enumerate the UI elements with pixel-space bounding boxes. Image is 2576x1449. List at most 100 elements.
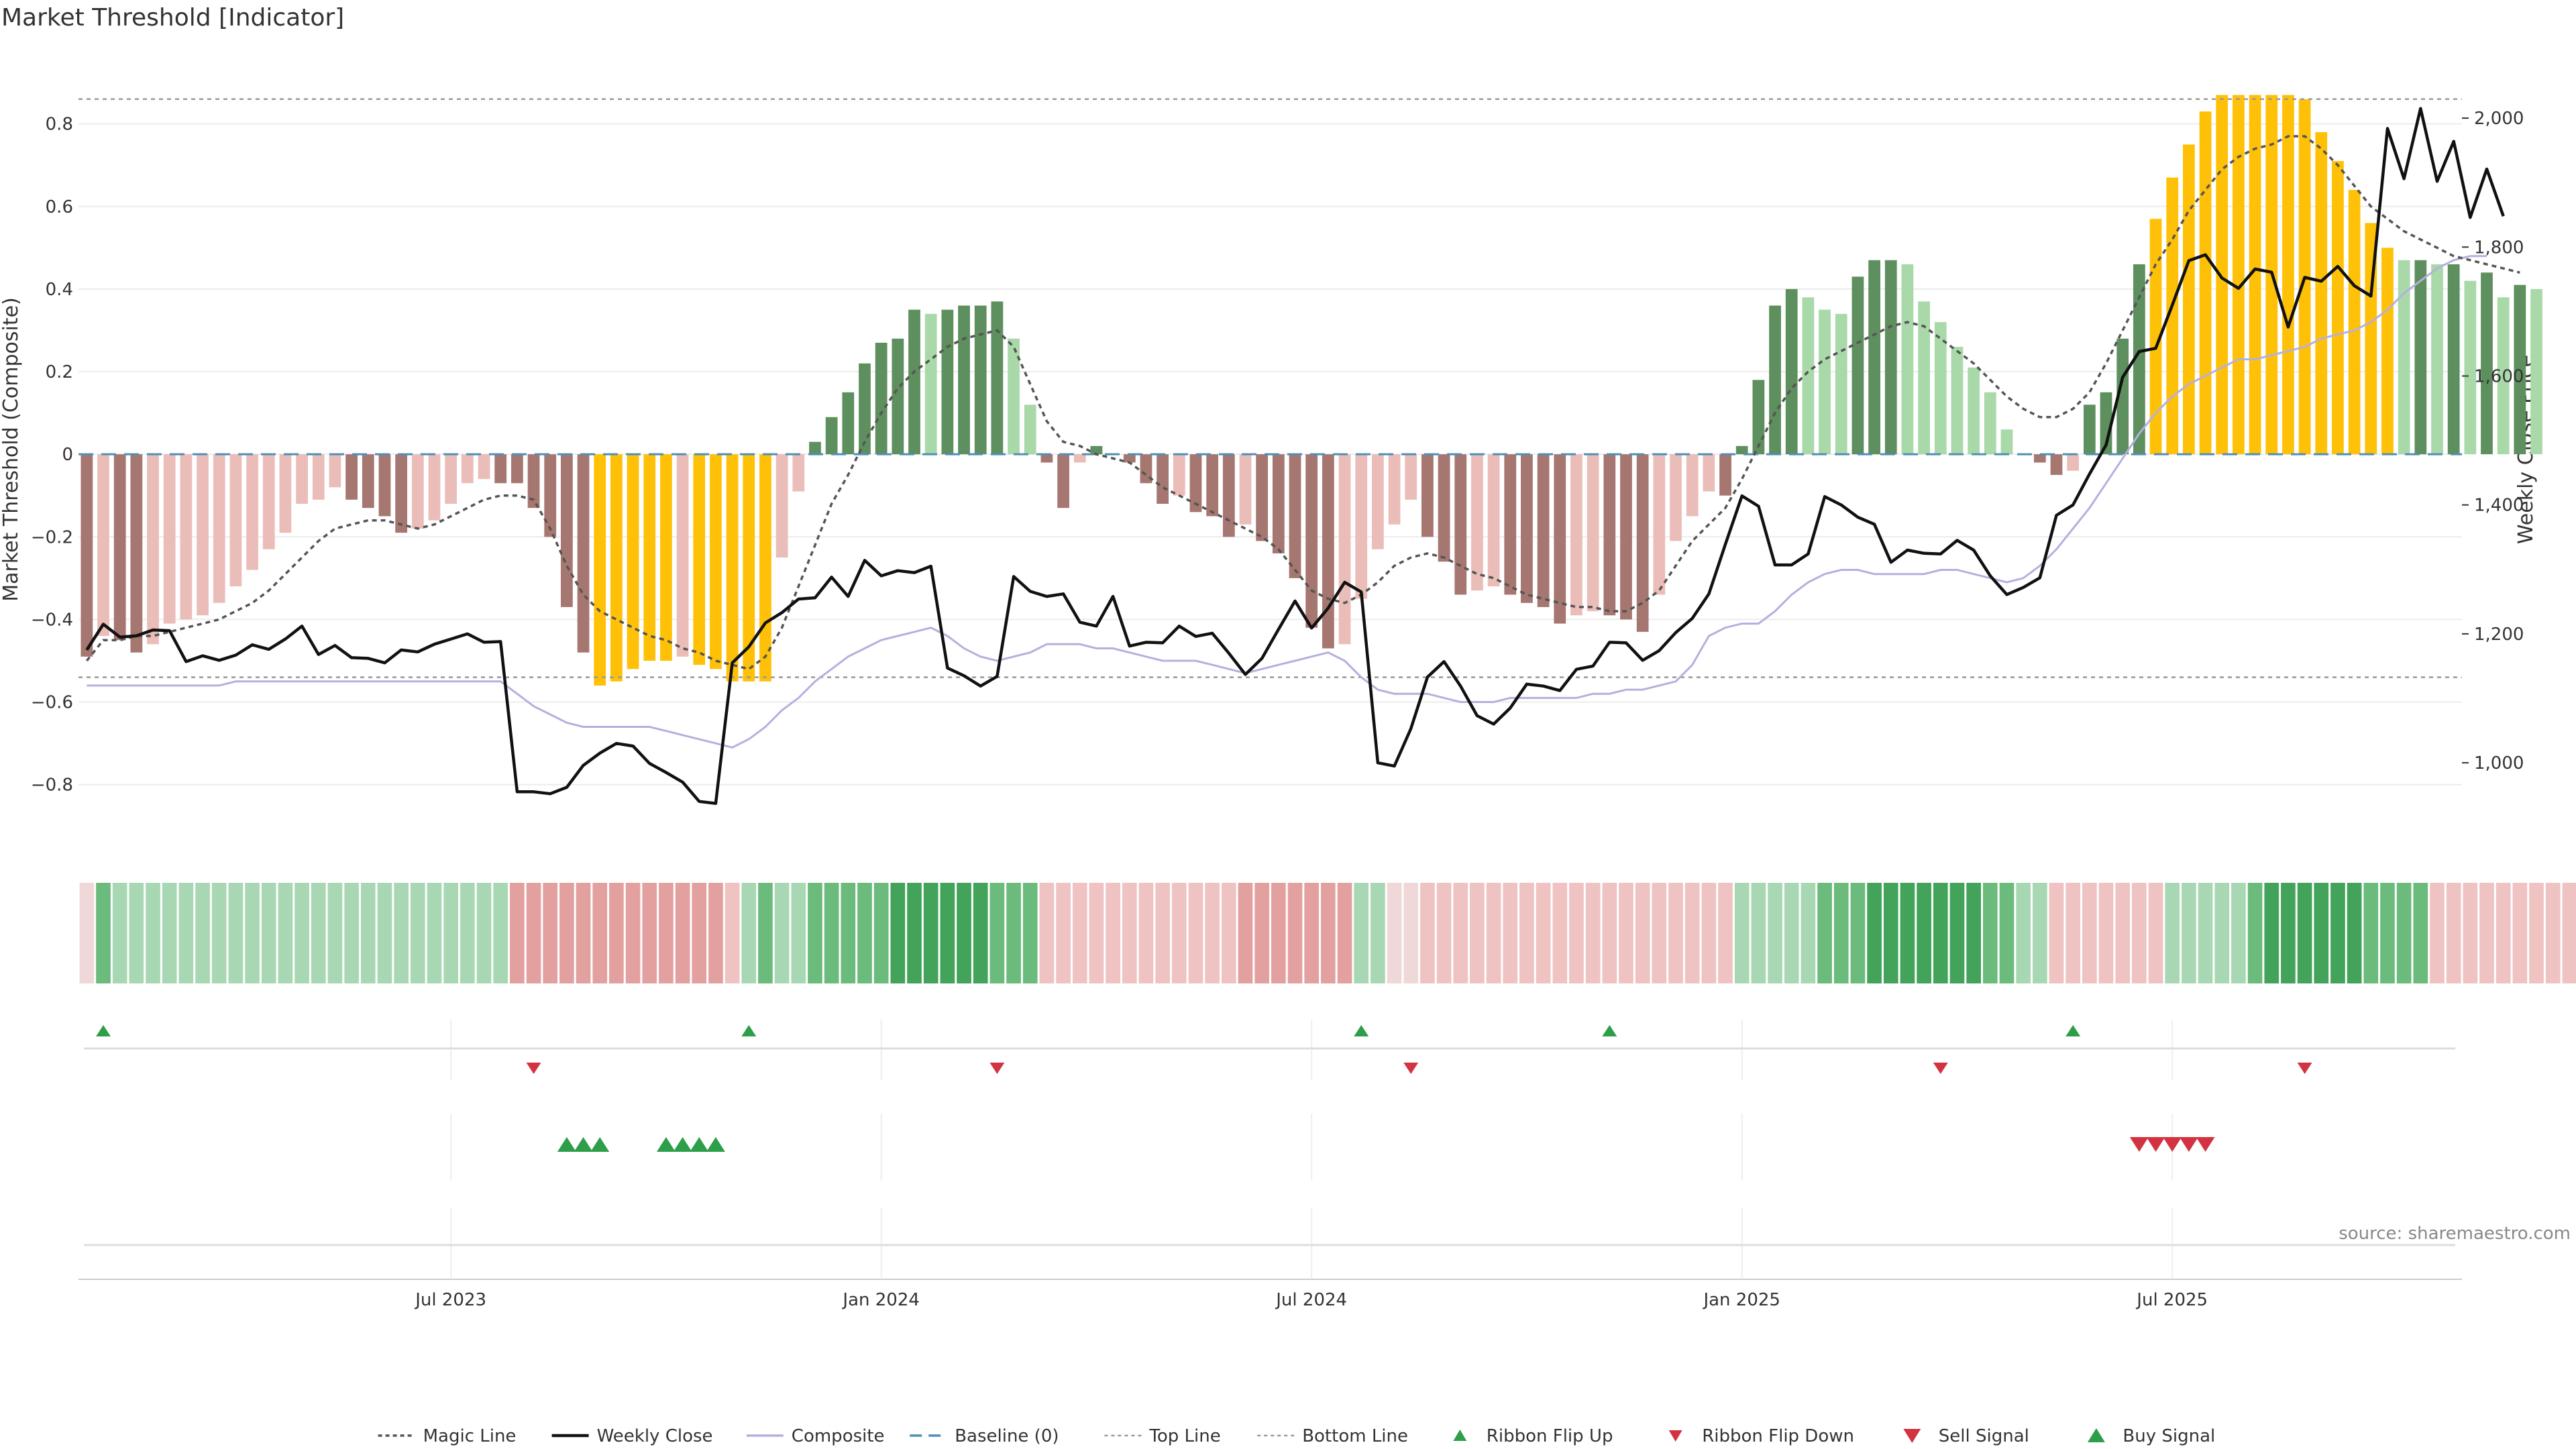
composite-bar [2514, 284, 2526, 455]
composite-bar [2348, 190, 2361, 455]
ribbon-cell [923, 883, 938, 983]
ribbon-cell [2032, 883, 2047, 983]
ribbon-cell [2314, 883, 2329, 983]
y2-tick-label: 1,000 [2474, 753, 2524, 773]
buy-signal-marker [673, 1137, 692, 1152]
ribbon-cell [1022, 883, 1038, 983]
composite-bar [1487, 454, 1500, 587]
ribbon-cell [294, 883, 309, 983]
legend-label: Bottom Line [1302, 1426, 1408, 1446]
ribbon-cell [625, 883, 641, 983]
ribbon-cell [2182, 883, 2196, 983]
ribbon-cell [675, 883, 690, 983]
ribbon-cell [1006, 883, 1021, 983]
composite-bar [1024, 405, 1036, 455]
grid-layer [78, 123, 2462, 786]
composite-bar [1388, 454, 1401, 525]
legend-swatch-buy [2087, 1428, 2105, 1442]
ribbon-cell [1734, 883, 1750, 983]
composite-bar [1835, 313, 1847, 455]
composite-bar [892, 338, 904, 455]
composite-bar [1222, 454, 1235, 537]
ribbon-cell [1652, 883, 1667, 983]
legend-label: Baseline (0) [955, 1426, 1059, 1446]
ribbon-cell [2380, 883, 2395, 983]
composite-bar [345, 454, 358, 500]
composite-bar [775, 454, 788, 558]
ribbon-cell [1122, 883, 1137, 983]
ribbon-cell [1138, 883, 1154, 983]
ribbon-cell [1966, 883, 1981, 983]
composite-bar [1984, 392, 1996, 455]
ribbon-flip-down-marker [989, 1063, 1005, 1074]
composite-bar [2481, 272, 2493, 455]
ribbon-cell [1684, 883, 1700, 983]
ribbon-cell [2148, 883, 2163, 983]
ribbon-cell [2512, 883, 2528, 983]
composite-bar [2199, 111, 2212, 455]
ribbon-cell [1900, 883, 1915, 983]
y-tick-label: −0.8 [31, 775, 73, 796]
composite-bars [80, 95, 2542, 686]
ribbon-cell [543, 883, 558, 983]
ribbon-cell [2496, 883, 2511, 983]
composite-bar [130, 454, 143, 653]
x-tick-label: Jan 2025 [1702, 1290, 1780, 1310]
composite-bar [2381, 248, 2394, 455]
axes-layer: 0.8 0.6 0.4 0.2 0 −0.2 −0.4 −0.6 −0.8 2,000 1,800 1… [31, 109, 2524, 1310]
ribbon-flip-down-marker [1933, 1063, 1948, 1074]
ribbon-cell [377, 883, 392, 983]
composite-bar [527, 454, 540, 508]
composite-bar [974, 305, 987, 455]
ribbon-cell [890, 883, 906, 983]
ribbon-cell [1668, 883, 1683, 983]
x-tick-label: Jul 2023 [414, 1290, 486, 1310]
ribbon-cell [1205, 883, 1220, 983]
ribbon-cell [1718, 883, 1733, 983]
composite-bar [643, 454, 656, 661]
ribbon-cell [1420, 883, 1435, 983]
composite-bar [197, 454, 209, 616]
ribbon-cell [112, 883, 127, 983]
composite-bar [279, 454, 292, 533]
composite-bar [1272, 454, 1285, 553]
composite-bar [180, 454, 193, 620]
ribbon-cell [609, 883, 624, 983]
composite-bar [1338, 454, 1351, 645]
chart-title: Market Threshold [Indicator] [1, 4, 344, 32]
composite-bar [1918, 301, 1930, 455]
composite-bar [262, 454, 275, 549]
composite-bar [1851, 276, 1864, 455]
ribbon-cell [1585, 883, 1601, 983]
composite-bar [1603, 454, 1616, 616]
ribbon-cell [2098, 883, 2114, 983]
composite-bar [544, 454, 557, 537]
composite-bar [1305, 454, 1318, 628]
ribbon-cell [1619, 883, 1633, 983]
legend: Magic Line Weekly Close Composite Baseline … [378, 1426, 2215, 1446]
composite-bar [246, 454, 258, 570]
ribbon-cell [162, 883, 177, 983]
ribbon-cell [427, 883, 442, 983]
ribbon-cell [1188, 883, 1203, 983]
ribbon-cell [907, 883, 922, 983]
y-tick-label: 0.4 [46, 280, 73, 300]
composite-bar [610, 454, 623, 682]
buy-signal-marker [557, 1137, 576, 1152]
ribbon-cell [1056, 883, 1071, 983]
composite-bar [1901, 264, 1914, 455]
ribbon-cell [1817, 883, 1832, 983]
composite-bar [676, 454, 689, 657]
ribbon-flip-down-marker [1403, 1063, 1419, 1074]
ribbon-cell [2016, 883, 2031, 983]
y-tick-label: 0 [62, 445, 73, 465]
composite-bar [1504, 454, 1517, 595]
composite-bar [1802, 297, 1815, 455]
ribbon-cell [2446, 883, 2461, 983]
legend-label: Ribbon Flip Down [1702, 1426, 1854, 1446]
ribbon-cell [1171, 883, 1187, 983]
ribbon-cell [2463, 883, 2478, 983]
composite-bar [1570, 454, 1582, 616]
ribbon-cell [79, 883, 95, 983]
composite-bar [594, 454, 606, 686]
